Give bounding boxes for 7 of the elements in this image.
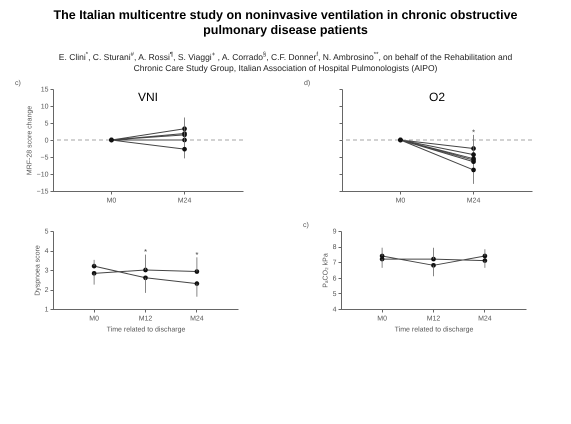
annotation: *	[195, 250, 198, 260]
text: E. Clini$^{*}$, C. Sturani$^{#}$, A. Rossi$^{¶}$, S. Viaggi$^{+}$ , A. Corrado$^{§}$, C.F. Donner$^{f}$, N. Ambrosino$^{**}$, on behalf of the Rehabilitation and Chronic Care Study Group, Italian Association of Hospital Pulmonologists (AIPO)	[58, 52, 512, 73]
annotation: *	[144, 247, 148, 256]
annotation: O2	[428, 90, 446, 104]
annotation: *	[472, 128, 476, 137]
text: The Italian multicentre study on noninvasive ventilation in chronic obstructive pulmonary disease patients	[52, 8, 518, 38]
annotation: VNI	[138, 90, 158, 104]
